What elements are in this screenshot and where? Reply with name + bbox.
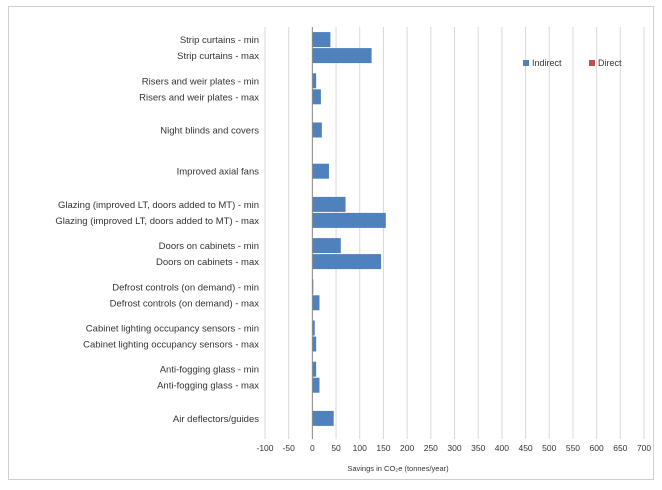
x-tick-label: 700 [637,443,651,453]
x-tick-label: 50 [331,443,341,453]
x-axis-title: Savings in CO₂e (tonnes/year) [347,464,449,473]
category-label-strip-curtains-max: Strip curtains - max [177,51,259,62]
x-tick-label: 650 [613,443,627,453]
x-tick-label: 600 [590,443,604,453]
x-tick-label: 400 [495,443,509,453]
legend-label-direct: Direct [598,58,622,68]
category-label-defrost-controls-on-demand-min: Defrost controls (on demand) - min [112,282,259,293]
category-label-cabinet-lighting-occupancy-sensors-min: Cabinet lighting occupancy sensors - min [86,324,259,335]
bar-indirect-glazing-improved-lt-doors-added-to-mt-min [312,196,346,212]
x-tick-labels: -100 -50 0 50 100 150 200 250 300 350 400 450 500 550… [256,443,651,453]
bar-indirect-night-blinds-and-covers [312,122,322,138]
chart-frame: Strip curtains - min Strip curtains - max… [8,6,654,480]
category-label-strip-curtains-min: Strip curtains - min [180,35,259,46]
bar-indirect-risers-and-weir-plates-max [312,89,321,105]
x-tick-label: 300 [447,443,461,453]
category-label-anti-fogging-glass-max: Anti-fogging glass - max [157,381,259,392]
category-label-doors-on-cabinets-max: Doors on cabinets - max [156,257,259,268]
bar-indirect-defrost-controls-on-demand-max [312,295,320,311]
category-label-improved-axial-fans: Improved axial fans [177,167,260,178]
bar-indirect-improved-axial-fans [312,163,329,179]
bar-indirect-risers-and-weir-plates-min [312,73,317,89]
category-label-risers-and-weir-plates-max: Risers and weir plates - max [139,92,259,103]
category-label-air-deflectors-guides: Air deflectors/guides [173,414,259,425]
bar-indirect-strip-curtains-min [312,32,331,48]
category-label-glazing-improved-lt-doors-added-to-mt-max: Glazing (improved LT, doors added to MT)… [55,216,259,227]
category-label-risers-and-weir-plates-min: Risers and weir plates - min [142,76,259,87]
bar-indirect-strip-curtains-max [312,48,372,64]
gridlines [264,27,645,439]
bar-indirect-anti-fogging-glass-min [312,361,317,377]
x-tick-label: 200 [400,443,414,453]
bar-indirect-doors-on-cabinets-max [312,254,382,270]
x-tick-label: 100 [353,443,367,453]
legend: Indirect Direct [523,58,622,68]
legend-swatch-direct [589,60,595,66]
category-label-defrost-controls-on-demand-max: Defrost controls (on demand) - max [110,298,260,309]
legend-label-indirect: Indirect [532,58,562,68]
category-label-cabinet-lighting-occupancy-sensors-max: Cabinet lighting occupancy sensors - max [83,340,259,351]
x-tick-label: 350 [471,443,485,453]
category-label-glazing-improved-lt-doors-added-to-mt-min: Glazing (improved LT, doors added to MT)… [58,200,259,211]
x-tick-label: 550 [566,443,580,453]
x-tick-label: 500 [542,443,556,453]
bar-indirect-doors-on-cabinets-min [312,238,341,254]
category-labels: Strip curtains - min Strip curtains - max… [55,35,259,425]
bar-indirect-air-deflectors-guides [312,410,334,426]
x-tick-label: 0 [310,443,315,453]
x-tick-label: 150 [376,443,390,453]
x-tick-label: -50 [283,443,296,453]
x-tick-label: -100 [256,443,273,453]
bar-indirect-cabinet-lighting-occupancy-sensors-min [312,320,315,336]
chart: Strip curtains - min Strip curtains - max… [55,27,651,473]
x-tick-label: 250 [424,443,438,453]
bars [312,32,386,426]
bar-indirect-anti-fogging-glass-max [312,377,320,393]
category-label-anti-fogging-glass-min: Anti-fogging glass - min [160,365,259,376]
category-label-night-blinds-and-covers: Night blinds and covers [160,126,259,137]
bar-indirect-cabinet-lighting-occupancy-sensors-max [312,336,317,352]
legend-swatch-indirect [523,60,529,66]
category-label-doors-on-cabinets-min: Doors on cabinets - min [159,241,259,252]
bar-indirect-glazing-improved-lt-doors-added-to-mt-max [312,212,386,228]
x-tick-label: 450 [518,443,532,453]
